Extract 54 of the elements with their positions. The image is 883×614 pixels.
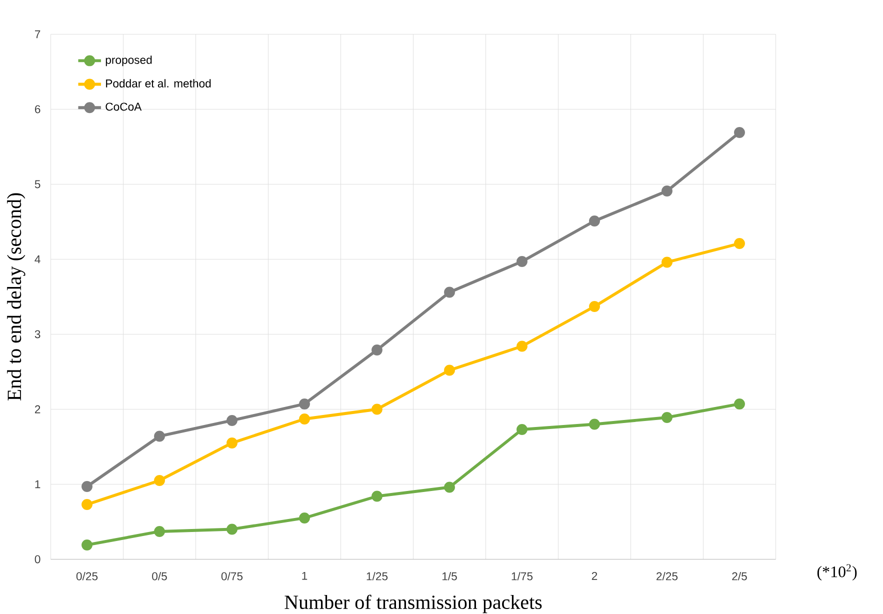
point — [444, 364, 455, 376]
y-tick-label: 1 — [35, 480, 40, 488]
y-axis-title: End to end delay (second) — [7, 193, 26, 401]
point — [372, 404, 382, 415]
point — [82, 540, 92, 550]
x-tick-label: 1/25 — [366, 572, 388, 580]
x-tick-label: 1/75 — [512, 572, 533, 580]
point — [734, 238, 745, 249]
y-tick-label: 3 — [34, 330, 40, 338]
point — [299, 512, 310, 524]
point — [516, 340, 528, 352]
y-tick-label: 2 — [34, 405, 40, 414]
point — [154, 526, 165, 537]
y-tick-label: 0 — [34, 555, 40, 564]
y-tick-label: 4 — [34, 255, 40, 264]
y-tick-label: 6 — [34, 105, 40, 114]
y-tick-label: 7 — [34, 30, 40, 38]
point — [734, 398, 745, 410]
point — [154, 430, 165, 442]
x-tick-label: 2/5 — [732, 572, 747, 580]
point — [589, 301, 600, 312]
point — [226, 438, 238, 448]
point — [589, 216, 600, 226]
x-tick-label: 0/25 — [76, 572, 98, 580]
point — [299, 414, 310, 424]
legend-label: proposed — [106, 56, 152, 66]
x-tick-label: 2 — [592, 572, 598, 580]
text: (*10$^{2}$) — [817, 564, 857, 580]
point — [372, 490, 382, 502]
x-tick-label: 2/25 — [656, 572, 678, 580]
point — [82, 499, 92, 510]
point — [734, 127, 745, 138]
legend-label: Poddar et al. method — [106, 79, 211, 88]
y-tick-label: 5 — [34, 180, 40, 188]
point — [299, 398, 310, 410]
point — [662, 256, 672, 268]
x-tick-label: 0/75 — [221, 572, 243, 580]
point — [226, 524, 238, 535]
legend-label: CoCoA — [106, 102, 142, 111]
point — [226, 415, 238, 426]
point — [662, 186, 672, 196]
point — [516, 256, 528, 267]
point — [516, 424, 528, 435]
point — [589, 418, 600, 430]
point — [82, 481, 92, 492]
point — [444, 286, 455, 298]
x-tick-label: 0/5 — [152, 572, 167, 580]
point — [662, 412, 672, 423]
x-axis-title: Number of transmission packets — [284, 594, 542, 614]
point — [154, 475, 165, 486]
x-tick-label: 1 — [302, 572, 308, 580]
point — [372, 344, 382, 356]
point — [444, 482, 455, 493]
x-tick-label: 1/5 — [442, 572, 457, 580]
